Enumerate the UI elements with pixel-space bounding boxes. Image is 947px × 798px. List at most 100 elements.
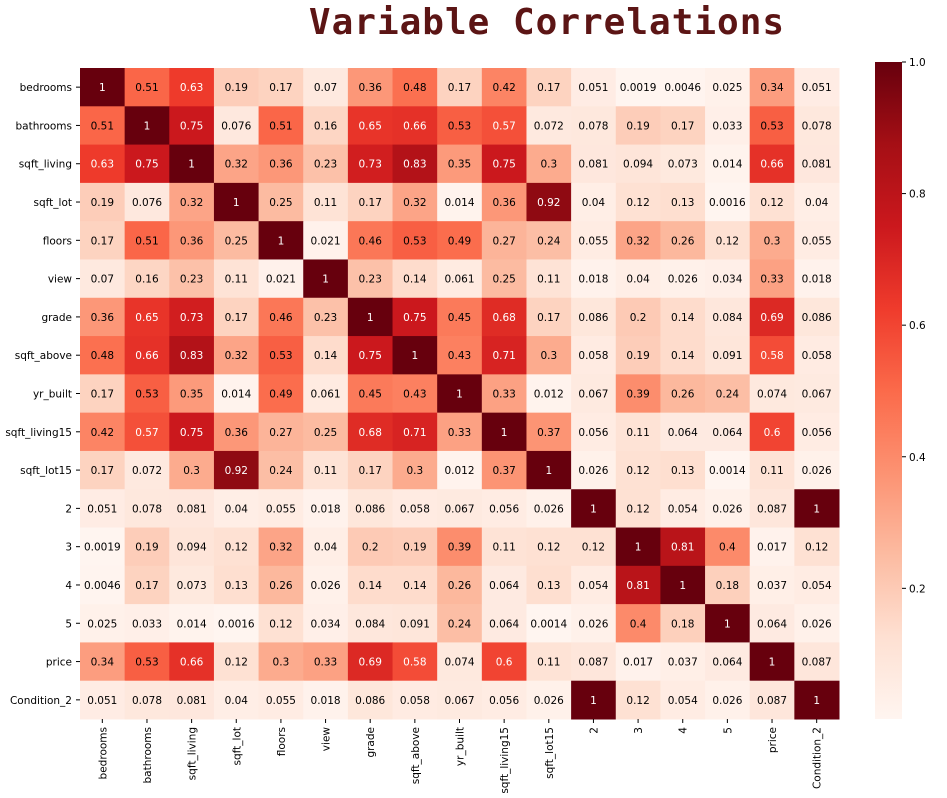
heatmap-cell (303, 68, 349, 107)
cell-value-label: 0.11 (314, 465, 337, 477)
heatmap-cell (705, 106, 751, 146)
cell-value-label: 0.12 (626, 465, 649, 477)
cell-value-label: 0.0046 (664, 82, 701, 94)
heatmap-cell (660, 565, 706, 605)
cell-value-label: 0.037 (668, 657, 698, 669)
cell-value-label: 0.36 (492, 197, 516, 209)
heatmap-cell (660, 106, 706, 146)
heatmap-cell (615, 680, 661, 720)
heatmap-cell (392, 604, 438, 643)
heatmap-cell (437, 489, 483, 529)
heatmap-cell (80, 182, 126, 222)
cell-value-label: 0.23 (359, 274, 382, 286)
cell-value-label: 0.53 (448, 120, 471, 132)
x-tick-label: view (321, 727, 333, 752)
cell-value-label: 1 (278, 235, 285, 247)
cell-value-label: 0.12 (805, 542, 828, 554)
heatmap-cell (794, 144, 840, 184)
cell-value-label: 0.36 (91, 312, 115, 324)
cell-value-label: 0.026 (534, 503, 564, 515)
cell-value-label: 0.021 (266, 274, 296, 286)
cell-value-label: 0.081 (177, 503, 207, 515)
cell-value-label: 0.056 (489, 503, 519, 515)
heatmap-cell (80, 527, 126, 567)
cell-value-label: 0.13 (537, 580, 560, 592)
heatmap-cell (749, 412, 795, 452)
x-tick-label: floors (276, 727, 288, 756)
heatmap-cell (571, 565, 617, 605)
heatmap-cell (258, 374, 304, 414)
cell-value-label: 0.04 (314, 542, 338, 554)
cell-value-label: 0.034 (712, 274, 742, 286)
heatmap-cell (571, 642, 617, 682)
heatmap-cell (705, 565, 751, 605)
cell-value-label: 0.18 (716, 580, 739, 592)
heatmap-cell (392, 450, 438, 490)
heatmap-cell (481, 604, 527, 643)
cell-value-label: 0.12 (626, 503, 649, 515)
cell-value-label: 0.66 (180, 657, 204, 669)
cell-value-label: 0.42 (91, 427, 114, 439)
heatmap-cell (705, 297, 751, 337)
heatmap-cell (705, 374, 751, 414)
heatmap-cell (213, 489, 260, 529)
cell-value-label: 0.71 (492, 350, 515, 362)
cell-value-label: 0.26 (448, 580, 472, 592)
heatmap-cell (258, 68, 304, 107)
y-tick-label: 5 (65, 618, 72, 630)
heatmap-cell (213, 412, 260, 452)
heatmap-cell (571, 680, 617, 720)
cell-value-label: 1 (188, 159, 195, 171)
cell-value-label: 0.26 (671, 389, 695, 401)
heatmap-cell (347, 527, 394, 567)
heatmap-cell (169, 68, 215, 107)
heatmap-cell (303, 106, 349, 146)
heatmap-cell (526, 604, 572, 643)
cell-value-label: 0.17 (225, 312, 248, 324)
y-tick-label: 3 (65, 542, 72, 554)
heatmap-cell (571, 527, 617, 567)
cell-value-label: 0.19 (225, 82, 248, 94)
cell-value-label: 0.064 (668, 427, 698, 439)
cell-value-label: 0.094 (177, 542, 207, 554)
cell-value-label: 0.36 (359, 82, 383, 94)
cell-value-label: 0.055 (266, 695, 296, 707)
cell-value-label: 0.35 (180, 389, 203, 401)
heatmap-cell (615, 221, 661, 260)
heatmap-cell (749, 604, 795, 643)
heatmap-cell (392, 106, 438, 146)
cell-value-label: 0.69 (760, 312, 783, 324)
heatmap-cell (303, 259, 349, 299)
cell-value-label: 0.51 (91, 120, 114, 132)
heatmap-cell (347, 68, 394, 107)
heatmap-cell (660, 604, 706, 643)
cell-value-label: 0.19 (403, 542, 426, 554)
heatmap-cell (705, 336, 751, 375)
cell-value-label: 0.24 (269, 465, 293, 477)
heatmap-cell (169, 297, 215, 337)
y-tick-label: sqft_living (19, 159, 72, 171)
x-tick-label: price (767, 727, 779, 753)
cell-value-label: 0.072 (534, 120, 564, 132)
cell-value-label: 0.19 (626, 350, 649, 362)
heatmap-cell (749, 182, 795, 222)
heatmap-cell (213, 642, 260, 682)
cell-value-label: 0.091 (712, 350, 742, 362)
heatmap-cell (481, 297, 527, 337)
heatmap-cell (258, 221, 304, 260)
cell-value-label: 0.04 (582, 197, 606, 209)
cell-value-label: 0.73 (359, 159, 382, 171)
cell-value-label: 0.13 (225, 580, 248, 592)
cell-value-label: 0.65 (135, 312, 158, 324)
heatmap-cell (749, 680, 795, 720)
cell-value-label: 0.078 (802, 120, 832, 132)
cell-value-label: 0.68 (492, 312, 515, 324)
heatmap-cell (213, 374, 260, 414)
cell-value-label: 0.026 (578, 465, 608, 477)
heatmap-cell (124, 336, 170, 375)
y-tick-label: sqft_lot15 (20, 465, 72, 477)
cell-value-label: 0.36 (269, 159, 293, 171)
heatmap-cell (794, 527, 840, 567)
cell-value-label: 0.32 (626, 235, 649, 247)
cell-value-label: 0.064 (712, 657, 742, 669)
